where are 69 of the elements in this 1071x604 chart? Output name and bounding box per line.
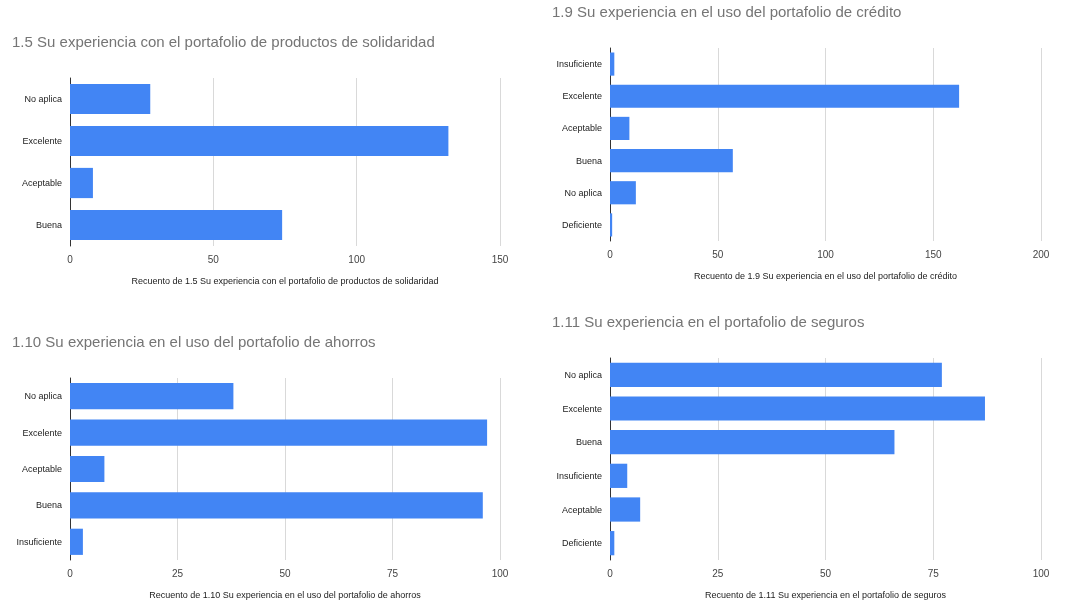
bar xyxy=(70,125,449,157)
y-tick-label: Buena xyxy=(35,220,62,230)
chart-title: 1.5 Su experiencia con el portafolio de productos de solidaridad xyxy=(12,33,435,50)
x-tick-label: 50 xyxy=(712,248,724,260)
y-tick-label: Aceptable xyxy=(21,464,62,474)
bar xyxy=(70,492,483,519)
x-tick-label: 200 xyxy=(1032,248,1050,260)
x-axis-title: Recuento de 1.10 Su experiencia en el uso del portafolio de ahorros xyxy=(149,589,422,600)
bar xyxy=(70,455,105,483)
bar xyxy=(610,84,960,108)
x-tick-label: 50 xyxy=(207,253,220,265)
x-axis-title: Recuento de 1.5 Su experiencia con el portafolio de productos de solidaridad xyxy=(131,275,439,286)
y-tick-label: Insuficiente xyxy=(556,470,602,481)
bar xyxy=(610,362,942,387)
y-tick-label: Excelente xyxy=(22,427,62,438)
y-tick-label: No aplica xyxy=(24,391,62,402)
y-tick-label: No aplica xyxy=(564,187,602,198)
y-tick-label: Aceptable xyxy=(21,178,62,188)
x-tick-label: 0 xyxy=(67,567,74,579)
bar xyxy=(610,396,985,421)
x-tick-label: 75 xyxy=(927,567,940,579)
bar xyxy=(610,116,630,140)
x-tick-label: 150 xyxy=(491,253,509,265)
x-tick-label: 50 xyxy=(819,567,832,579)
y-tick-label: Excelente xyxy=(562,403,602,414)
y-tick-label: No aplica xyxy=(24,94,62,104)
y-tick-label: Deficiente xyxy=(561,538,602,549)
x-tick-label: 0 xyxy=(607,567,614,579)
bar xyxy=(70,383,234,410)
x-tick-label: 25 xyxy=(712,567,724,579)
x-axis-title: Recuento de 1.11 Su experiencia en el portafolio de seguros xyxy=(705,589,947,600)
x-tick-label: 100 xyxy=(817,248,835,260)
bar xyxy=(610,497,641,522)
chart-title: 1.11 Su experiencia en el portafolio de seguros xyxy=(552,313,865,330)
x-tick-label: 150 xyxy=(924,248,943,260)
x-axis-title: Recuento de 1.9 Su experiencia en el uso del portafolio de crédito xyxy=(693,270,958,281)
x-tick-label: 0 xyxy=(67,253,74,265)
y-tick-label: No aplica xyxy=(564,369,602,380)
chart-title: 1.9 Su experiencia en el uso del portafolio de crédito xyxy=(552,3,902,20)
bar xyxy=(610,430,895,455)
x-tick-label: 75 xyxy=(386,567,399,579)
x-tick-label: 0 xyxy=(607,248,614,260)
y-tick-label: Aceptable xyxy=(561,123,602,134)
bar xyxy=(610,149,733,173)
y-tick-label: Buena xyxy=(35,500,62,511)
bar xyxy=(610,52,615,76)
x-tick-label: 50 xyxy=(279,567,291,579)
y-tick-label: Excelente xyxy=(562,91,602,102)
bar xyxy=(610,213,613,237)
y-tick-label: Deficiente xyxy=(561,219,602,230)
y-tick-label: Excelente xyxy=(22,136,62,146)
x-tick-label: 100 xyxy=(491,567,509,579)
bar xyxy=(70,209,283,241)
bar xyxy=(70,528,83,555)
bar xyxy=(610,181,636,205)
y-tick-label: Insuficiente xyxy=(16,536,62,547)
x-tick-label: 25 xyxy=(171,567,184,579)
y-tick-label: Insuficiente xyxy=(556,59,602,70)
x-tick-label: 100 xyxy=(348,253,366,265)
bar xyxy=(610,463,628,488)
bar xyxy=(70,83,151,115)
x-tick-label: 100 xyxy=(1032,567,1050,579)
bar xyxy=(610,531,615,556)
bar xyxy=(70,167,93,199)
bar xyxy=(70,419,488,446)
chart-title: 1.10 Su experiencia en el uso del portafolio de ahorros xyxy=(12,333,376,350)
y-tick-label: Buena xyxy=(575,155,602,166)
y-tick-label: Aceptable xyxy=(561,504,602,515)
y-tick-label: Buena xyxy=(575,437,602,448)
